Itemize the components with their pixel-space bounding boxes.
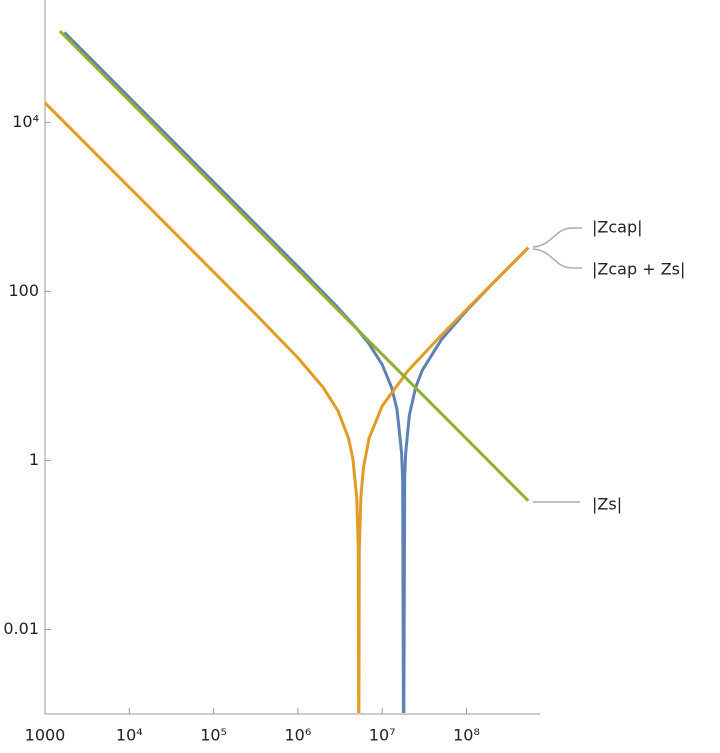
y-tick-label: 100 [8, 281, 39, 300]
legend-label: |Zs| [592, 495, 622, 514]
y-tick-label: 0.01 [3, 619, 39, 638]
x-tick-label: 10⁸ [453, 726, 480, 745]
x-tick-label: 10⁶ [284, 726, 311, 745]
x-tick-label: 10⁵ [200, 726, 227, 745]
callout [532, 248, 582, 269]
y-tick-label: 1 [29, 450, 39, 469]
series-line [58, 30, 530, 502]
legend-label: |Zcap| [592, 218, 643, 237]
callout [532, 227, 582, 248]
plot-area [45, 30, 530, 713]
legend-label: |Zcap + Zs| [592, 260, 685, 279]
series-line [63, 31, 530, 713]
x-tick-label: 10⁴ [116, 726, 143, 745]
y-tick-label: 10⁴ [12, 112, 39, 131]
x-tick-label: 10⁷ [369, 726, 396, 745]
series-line [45, 101, 530, 713]
x-tick-label: 1000 [25, 726, 66, 745]
